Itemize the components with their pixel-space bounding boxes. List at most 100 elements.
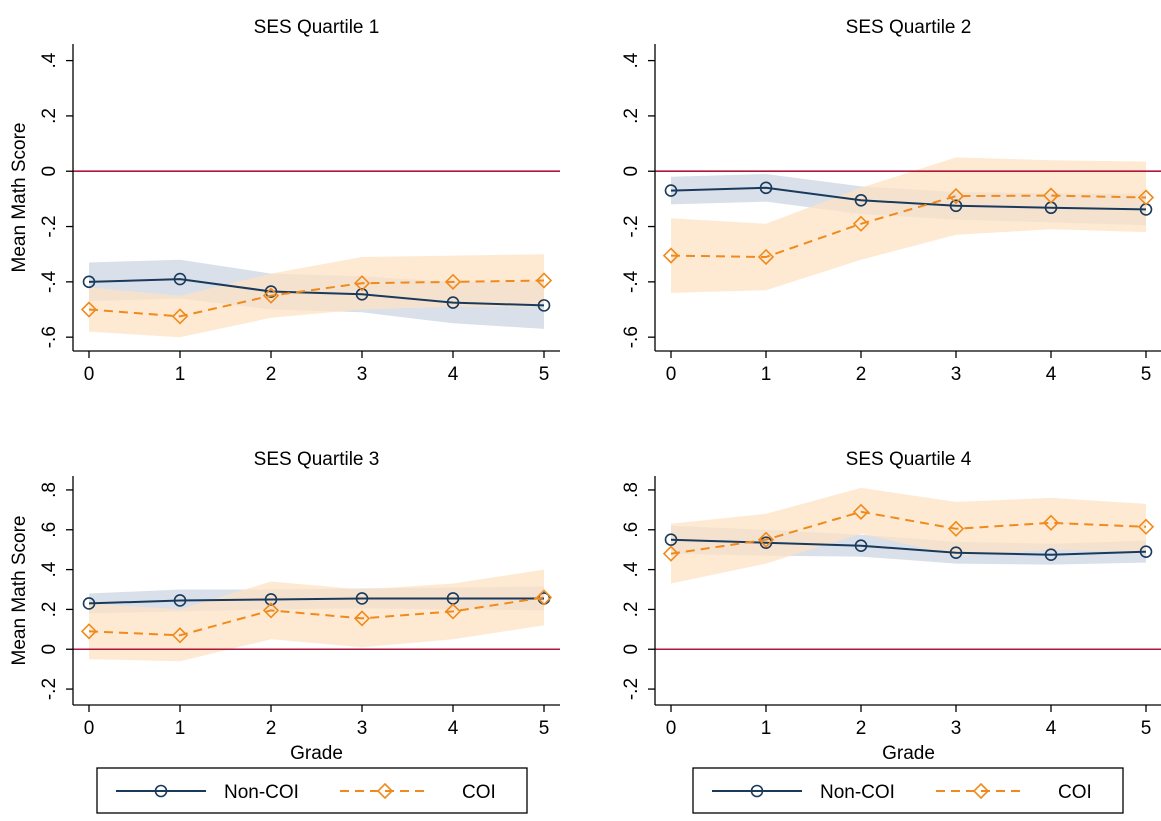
chart-panel: -.6 -.4 -.2 0 .2 .4 0 1 2 3 4 5 SES Quartile 2 <box>621 17 1161 385</box>
coi-data-point <box>353 275 371 292</box>
noncoi-data-point <box>949 546 963 559</box>
x-tick-label: 2 <box>856 364 867 385</box>
chart-panel: -.2 0 .2 .4 .6 .8 0 1 2 3 4 5 SES Quartile 4 Grade <box>621 449 1161 764</box>
noncoi-data-point <box>446 296 460 309</box>
x-tick-label: 1 <box>175 718 186 739</box>
coi-data-point <box>1042 187 1060 204</box>
legend-noncoi-label: Non-COI <box>224 782 299 803</box>
x-tick-label: 3 <box>357 364 368 385</box>
y-tick-label: .8 <box>621 482 642 498</box>
x-tick-label: 1 <box>761 718 772 739</box>
noncoi-data-point <box>82 275 96 289</box>
coi-data-point <box>80 623 98 640</box>
y-tick-label: 0 <box>621 166 642 177</box>
legend-coi-label: COI <box>462 782 496 803</box>
x-tick-label: 0 <box>666 718 677 739</box>
y-tick-label: .2 <box>621 601 642 617</box>
legend-left: Non-COI COI <box>96 767 528 814</box>
coi-data-point <box>444 273 462 290</box>
noncoi-data-point <box>264 593 278 606</box>
noncoi-series-line <box>88 278 545 307</box>
coi-data-point <box>80 301 98 318</box>
coi-confidence-band <box>89 254 544 338</box>
noncoi-data-point <box>759 181 773 195</box>
x-axis-title: Grade <box>882 743 935 764</box>
y-tick-label: -.6 <box>39 326 60 348</box>
coi-data-point <box>757 248 775 266</box>
y-tick-label: -.2 <box>621 678 642 700</box>
legend-noncoi-swatch-marker <box>750 784 764 798</box>
noncoi-data-point <box>759 536 773 550</box>
panel-title: SES Quartile 1 <box>254 17 380 38</box>
x-tick-label: 2 <box>856 718 867 739</box>
noncoi-data-point <box>1139 545 1153 558</box>
noncoi-data-point <box>949 199 963 213</box>
x-tick-label: 2 <box>266 364 277 385</box>
x-tick-label: 0 <box>666 364 677 385</box>
x-tick-label: 5 <box>539 718 550 739</box>
x-tick-label: 5 <box>1141 718 1152 739</box>
x-tick-label: 3 <box>951 718 962 739</box>
coi-data-point <box>1137 518 1155 535</box>
coi-data-point <box>353 610 371 627</box>
noncoi-data-point <box>355 592 369 605</box>
coi-data-point <box>262 602 280 619</box>
legend-coi-label: COI <box>1058 782 1092 803</box>
legend-noncoi-swatch-marker <box>154 784 168 798</box>
noncoi-data-point <box>664 533 678 547</box>
y-tick-label: .4 <box>621 561 642 577</box>
x-tick-label: 4 <box>448 718 459 739</box>
y-tick-label: .2 <box>39 601 60 617</box>
y-tick-label: -.2 <box>39 215 60 237</box>
noncoi-series-line <box>670 186 1147 211</box>
coi-series-line <box>670 510 1147 555</box>
coi-series-line <box>670 194 1147 259</box>
coi-data-point <box>535 272 553 289</box>
y-tick-label: .4 <box>39 52 60 68</box>
y-tick-label: -.4 <box>39 270 60 293</box>
x-tick-label: 2 <box>266 718 277 739</box>
legend-coi-swatch-marker <box>972 782 990 800</box>
coi-data-point <box>171 627 189 644</box>
coi-data-point <box>1042 514 1060 531</box>
y-tick-label: 0 <box>621 644 642 655</box>
x-tick-label: 1 <box>175 364 186 385</box>
chart-panel: -.6 -.4 -.2 0 .2 .4 0 1 2 3 4 5 SES Quartile 1 Mean M… <box>9 17 560 385</box>
coi-confidence-band <box>671 157 1146 293</box>
y-axis-title: Mean Math Score <box>9 123 30 273</box>
y-tick-label: .6 <box>621 522 642 538</box>
coi-data-point <box>444 603 462 620</box>
y-tick-label: -.2 <box>621 215 642 237</box>
coi-data-point <box>262 287 280 304</box>
y-tick-label: .4 <box>621 52 642 68</box>
noncoi-data-point <box>82 597 96 610</box>
legend-noncoi-label: Non-COI <box>820 782 895 803</box>
x-tick-label: 3 <box>357 718 368 739</box>
y-tick-label: .2 <box>39 108 60 124</box>
panel-title: SES Quartile 3 <box>254 449 380 470</box>
noncoi-data-point <box>264 285 278 298</box>
noncoi-series-line <box>88 597 544 605</box>
x-tick-label: 5 <box>1141 364 1152 385</box>
coi-data-point <box>947 187 965 205</box>
noncoi-data-point <box>173 272 187 286</box>
noncoi-data-point <box>1044 548 1058 561</box>
noncoi-data-point <box>854 193 868 207</box>
x-tick-label: 0 <box>84 364 95 385</box>
legend-right: Non-COI COI <box>692 767 1124 814</box>
coi-data-point <box>535 589 553 606</box>
y-tick-label: -.2 <box>39 678 60 700</box>
noncoi-data-point <box>355 288 369 301</box>
panel-title: SES Quartile 4 <box>846 449 972 470</box>
y-tick-label: .2 <box>621 108 642 124</box>
noncoi-data-point <box>537 299 551 312</box>
x-tick-label: 5 <box>539 364 550 385</box>
y-tick-label: 0 <box>39 644 60 655</box>
x-tick-label: 3 <box>951 364 962 385</box>
coi-data-point <box>852 503 870 520</box>
coi-data-point <box>662 247 680 264</box>
x-tick-label: 4 <box>1046 364 1057 385</box>
coi-data-point <box>662 545 680 562</box>
noncoi-data-point <box>173 594 187 607</box>
y-tick-label: .8 <box>39 482 60 498</box>
